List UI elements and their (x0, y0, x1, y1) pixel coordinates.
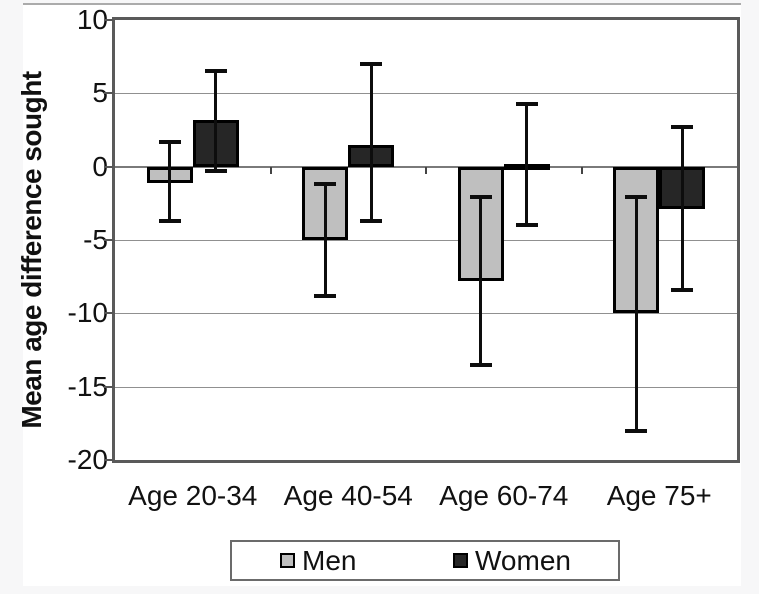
error-cap-bottom-men-age-20-34 (158, 218, 181, 223)
legend-item-men: Men (280, 542, 356, 579)
error-cap-bottom-men-age-75 (625, 428, 648, 433)
y-tick-label--10: -10 (67, 297, 108, 329)
error-cap-top-men-age-75 (625, 195, 648, 200)
plot-area (112, 17, 740, 463)
y-tick-mark-10 (104, 19, 113, 21)
y-tick-mark--5 (104, 239, 113, 241)
y-tick-label-0: 0 (92, 150, 108, 182)
error-bar-women-age-60-74 (525, 103, 529, 226)
error-cap-top-women-age-60-74 (515, 101, 538, 106)
x-tick-mark-2 (425, 166, 427, 174)
y-tick-mark--10 (104, 312, 113, 315)
error-cap-top-women-age-75 (671, 125, 694, 130)
y-tick-label-5: 5 (92, 77, 108, 109)
y-tick-mark--15 (104, 385, 113, 388)
y-tick-label--15: -15 (67, 370, 108, 402)
gridline--15 (115, 386, 737, 388)
error-cap-top-men-age-60-74 (469, 195, 492, 200)
y-tick-mark--20 (104, 459, 113, 461)
x-tick-mark-3 (580, 166, 583, 174)
error-cap-top-women-age-20-34 (204, 69, 227, 74)
y-tick-mark-5 (104, 92, 113, 95)
error-cap-top-women-age-40-54 (360, 62, 383, 66)
error-bar-men-age-20-34 (168, 141, 172, 221)
legend-swatch-men (280, 553, 295, 568)
legend-swatch-women (453, 553, 468, 568)
legend-label-women: Women (475, 545, 571, 576)
gridline-5 (115, 93, 737, 95)
error-cap-bottom-men-age-60-74 (469, 362, 492, 367)
error-cap-bottom-women-age-60-74 (515, 223, 538, 228)
error-cap-top-men-age-20-34 (158, 139, 181, 144)
x-category-label-age-40-54: Age 40-54 (283, 480, 413, 511)
x-category-label-age-20-34: Age 20-34 (128, 480, 258, 511)
error-cap-bottom-women-age-20-34 (204, 169, 227, 174)
legend: Men Women (230, 540, 620, 581)
error-cap-bottom-women-age-75 (671, 287, 694, 292)
error-bar-women-age-75 (680, 127, 684, 290)
error-bar-men-age-60-74 (479, 197, 483, 365)
y-tick-label--5: -5 (83, 224, 108, 255)
y-tick-label--20: -20 (67, 444, 108, 475)
error-bar-women-age-40-54 (369, 64, 373, 221)
y-tick-mark-0 (104, 165, 113, 168)
error-bar-women-age-20-34 (214, 71, 218, 172)
error-bar-men-age-40-54 (323, 184, 327, 296)
error-cap-bottom-men-age-40-54 (314, 293, 337, 298)
gridline--5 (115, 240, 737, 241)
gridline--10 (115, 313, 737, 315)
x-category-label-age-75: Age 75+ (606, 480, 712, 511)
x-category-label-age-60-74: Age 60-74 (439, 480, 569, 511)
error-cap-bottom-women-age-40-54 (360, 218, 383, 223)
legend-item-women: Women (453, 542, 571, 579)
y-tick-label-10: 10 (76, 4, 108, 35)
error-bar-men-age-75 (634, 197, 638, 431)
x-tick-mark-1 (269, 166, 272, 174)
error-cap-top-men-age-40-54 (314, 182, 337, 187)
legend-label-men: Men (302, 545, 357, 576)
